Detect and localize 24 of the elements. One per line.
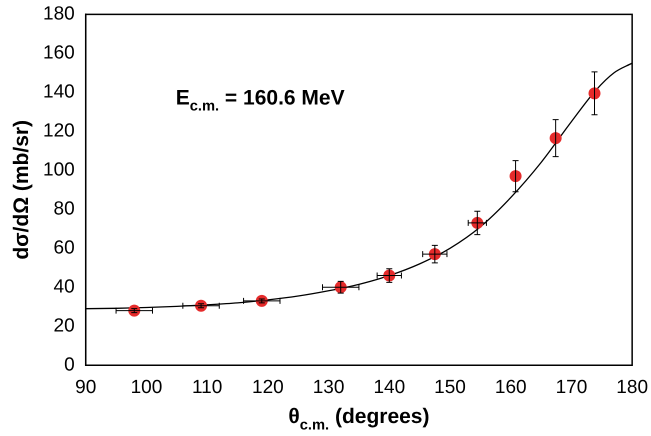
x-tick-label: 120	[252, 376, 284, 398]
y-tick-label: 60	[54, 238, 75, 258]
y-tick-label: 80	[54, 198, 75, 220]
point	[256, 294, 268, 307]
x-tick-label: 100	[130, 376, 162, 398]
y-axis-title: dσ/dΩ (mb/sr)	[10, 120, 33, 260]
y-tick-label: 0	[64, 354, 75, 376]
x-tick-label: 140	[373, 376, 406, 398]
y-tick-label: 140	[43, 82, 75, 103]
y-tick-label: 20	[54, 315, 75, 336]
x-tick-label: 130	[312, 376, 344, 398]
x-tick-label: 110	[192, 376, 222, 398]
x-tick-label: 170	[556, 376, 588, 398]
point	[195, 300, 208, 312]
x-tick-label: 180	[616, 376, 648, 398]
x-tick-label: 90	[75, 376, 96, 398]
y-tick-label: 180	[43, 4, 75, 25]
y-tick-label: 120	[43, 120, 75, 142]
y-tick-label: 160	[43, 42, 75, 64]
x-tick-label: 160	[494, 376, 527, 398]
point	[128, 304, 140, 317]
x-tick-label: 150	[434, 376, 466, 398]
y-tick-label: 40	[54, 276, 75, 298]
y-tick-label: 100	[43, 160, 75, 181]
